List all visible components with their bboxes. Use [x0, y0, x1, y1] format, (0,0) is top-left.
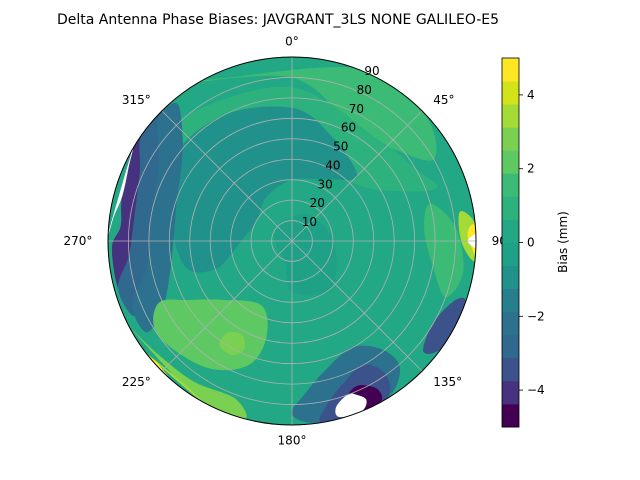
radial-tick-50: 50 — [333, 140, 348, 154]
colorbar-band — [502, 150, 519, 174]
colorbar-tick-label: −2 — [527, 309, 545, 323]
grid-spoke-45 — [291, 110, 423, 242]
colorbar-band — [502, 104, 519, 128]
colorbar-tick-label: 4 — [527, 88, 535, 102]
colorbar: −4 −2 0 2 4 Bias (mm) — [501, 57, 570, 428]
grid-spoke-315 — [161, 110, 293, 242]
radial-tick-20: 20 — [310, 196, 325, 210]
colorbar-band — [502, 219, 519, 243]
angular-tick-135: 135° — [433, 375, 462, 389]
colorbar-band — [502, 58, 519, 82]
grid-spoke-135 — [291, 240, 423, 372]
colorbar-band — [502, 173, 519, 197]
angular-tick-labels: 0°45°90°135°180°225°270°315° — [63, 34, 512, 447]
radial-tick-80: 80 — [357, 83, 372, 97]
colorbar-band — [502, 403, 519, 428]
colorbar-tick-label: 2 — [527, 162, 535, 176]
angular-tick-315: 315° — [122, 93, 151, 107]
radial-tick-70: 70 — [349, 102, 364, 116]
contour-southwest-blob — [219, 331, 245, 356]
colorbar-tick-label: 0 — [527, 236, 535, 250]
radial-tick-labels: 10 20 30 40 50 60 70 80 90 — [302, 64, 380, 229]
radial-tick-60: 60 — [341, 121, 356, 135]
plot-border — [107, 56, 477, 426]
angular-tick-0: 0° — [285, 34, 299, 48]
grid-spoke-225 — [161, 240, 293, 372]
colorbar-bands — [502, 58, 519, 428]
colorbar-band — [502, 357, 519, 382]
radial-tick-30: 30 — [318, 177, 333, 191]
colorbar-tick-label: −4 — [527, 383, 545, 397]
colorbar-band — [502, 265, 519, 290]
radial-tick-10: 10 — [302, 215, 317, 229]
colorbar-band — [502, 380, 519, 405]
polar-grid — [108, 57, 476, 425]
angular-tick-45: 45° — [433, 93, 454, 107]
colorbar-label: Bias (mm) — [556, 211, 570, 273]
colorbar-band — [502, 334, 519, 359]
colorbar-band — [502, 242, 519, 266]
chart-title: Delta Antenna Phase Biases: JAVGRANT_3LS… — [57, 12, 499, 28]
angular-tick-225: 225° — [122, 375, 151, 389]
angular-tick-270: 270° — [63, 234, 92, 248]
contour-west-white-gap — [108, 145, 135, 238]
radial-tick-40: 40 — [325, 158, 340, 172]
radial-tick-90: 90 — [364, 64, 379, 78]
colorbar-band — [502, 196, 519, 220]
angular-tick-180: 180° — [278, 434, 307, 448]
contour-north-sector — [193, 67, 437, 161]
colorbar-band — [502, 81, 519, 105]
colorbar-ticks: −4 −2 0 2 4 — [519, 88, 545, 397]
colorbar-band — [502, 127, 519, 151]
colorbar-band — [502, 311, 519, 336]
colorbar-band — [502, 288, 519, 313]
